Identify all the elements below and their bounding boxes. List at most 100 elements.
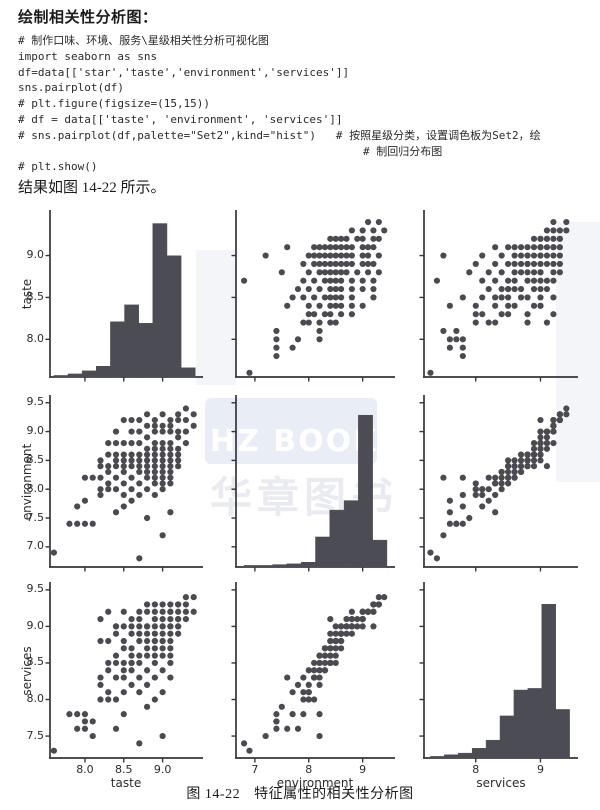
pairplot-panel-environment-taste <box>45 395 203 572</box>
scatter-dot <box>332 277 339 284</box>
scatter-dot <box>517 463 525 470</box>
scatter-dot <box>159 474 166 481</box>
scatter-dot <box>517 244 525 251</box>
code-line: # plt.figure(figsize=(15,15)) <box>18 97 211 111</box>
scatter-dot <box>485 497 492 504</box>
scatter-dot <box>427 549 434 556</box>
scatter-dot <box>338 260 345 268</box>
scatter-dot <box>159 411 166 418</box>
scatter-dot <box>182 608 190 615</box>
scatter-dot <box>332 652 339 659</box>
scatter-dot <box>316 269 323 276</box>
scatter-dot <box>485 269 492 276</box>
scatter-dot <box>151 451 158 458</box>
scatter-dot <box>511 474 518 481</box>
y-tick-label: 8.5 <box>26 655 45 669</box>
scatter-dot <box>159 422 166 429</box>
scatter-dot <box>332 302 339 309</box>
scatter-dot <box>316 336 323 343</box>
scatter-dot <box>537 269 544 276</box>
scatter-dot <box>120 416 127 424</box>
scatter-dot <box>278 269 285 276</box>
scatter-dot <box>492 474 499 481</box>
scatter-dot <box>143 645 151 652</box>
scatter-dot <box>167 440 174 447</box>
scatter-dot <box>143 468 151 476</box>
scatter-dot <box>472 319 479 326</box>
scatter-dot <box>343 615 350 623</box>
scatter-dot <box>175 623 182 630</box>
scatter-dot <box>143 486 151 493</box>
scatter-dot <box>167 474 174 481</box>
scatter-dot <box>143 514 151 522</box>
scatter-dot <box>370 285 377 293</box>
scatter-dot <box>136 615 143 623</box>
scatter-dot <box>321 277 329 284</box>
scatter-dot <box>89 520 96 527</box>
scatter-dot <box>550 269 557 276</box>
scatter-dot <box>120 689 127 696</box>
scatter-dot <box>524 294 531 301</box>
scatter-dot <box>550 440 557 447</box>
scatter-dot <box>112 630 120 637</box>
scatter-dot <box>175 451 182 458</box>
scatter-dot <box>446 509 453 516</box>
scatter-dot <box>343 252 350 259</box>
scatter-dot <box>151 608 158 615</box>
scatter-dot <box>543 227 551 234</box>
scatter-dot <box>294 285 302 293</box>
scatter-dot <box>128 630 135 637</box>
x-tick-label: 8 <box>305 763 313 776</box>
hist-bar <box>315 536 331 568</box>
scatter-dot <box>151 416 158 424</box>
scatter-dot <box>375 218 382 226</box>
scatter-dot <box>151 637 158 645</box>
scatter-dot <box>370 623 377 630</box>
scatter-dot <box>453 327 460 335</box>
scatter-dot <box>440 474 447 481</box>
scatter-dot <box>348 311 355 318</box>
scatter-dot <box>316 711 323 718</box>
scatter-dot <box>136 468 143 476</box>
scatter-dot <box>143 451 151 458</box>
scatter-dot <box>321 659 329 667</box>
scatter-dot <box>97 696 104 703</box>
scatter-dot <box>370 244 377 251</box>
scatter-dot <box>182 594 190 601</box>
scatter-dot <box>327 630 334 637</box>
scatter-dot <box>327 615 334 623</box>
scatter-dot <box>327 285 334 293</box>
scatter-dot <box>128 416 135 424</box>
scatter-dot <box>81 474 89 481</box>
scatter-dot <box>550 422 557 429</box>
plot-canvas <box>45 395 203 572</box>
scatter-dot <box>530 260 538 268</box>
scatter-dot <box>167 509 174 516</box>
scatter-dot <box>120 463 127 470</box>
scatter-dot <box>348 244 355 251</box>
scatter-dot <box>343 269 350 276</box>
scatter-dot <box>543 428 551 435</box>
scatter-dot <box>136 659 143 667</box>
scatter-dot <box>327 302 334 309</box>
scatter-dot <box>151 652 158 659</box>
scatter-dot <box>97 615 104 623</box>
scatter-dot <box>556 411 563 418</box>
scatter-dot <box>128 428 135 435</box>
scatter-dot <box>517 457 525 464</box>
scatter-dot <box>151 440 158 447</box>
scatter-dot <box>128 486 135 493</box>
scatter-dot <box>370 277 377 284</box>
scatter-dot <box>359 615 366 623</box>
scatter-dot <box>459 344 466 351</box>
figure-caption-text: 特征属性的相关性分析图 <box>254 787 414 802</box>
hist-bar <box>358 414 373 568</box>
scatter-dot <box>89 474 96 481</box>
scatter-dot <box>167 463 174 470</box>
scatter-dot <box>136 689 143 696</box>
scatter-dot <box>74 725 81 732</box>
scatter-dot <box>112 674 120 681</box>
scatter-dot <box>175 416 182 424</box>
x-tick-label: 8.5 <box>115 763 133 776</box>
scatter-dot <box>262 252 269 259</box>
